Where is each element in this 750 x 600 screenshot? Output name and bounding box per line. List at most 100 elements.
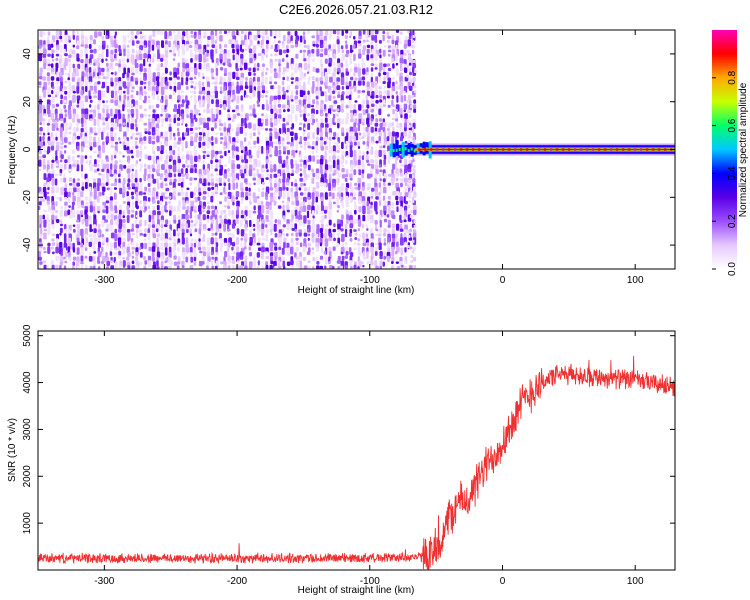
spectrogram-noise-cell [333,67,337,73]
spectrogram-noise-cell [261,191,265,198]
spectrogram-x-tick-label: 0 [500,275,506,286]
spectrogram-noise-cell [80,261,84,265]
spectrogram-noise-cell [98,145,101,152]
spectrogram-noise-cell [257,260,260,266]
spectrogram-noise-cell [358,53,362,59]
spectrogram-noise-cell [403,131,407,137]
spectrogram-noise-cell [404,67,408,73]
spectrogram-noise-cell [71,150,75,154]
spectrogram-noise-cell [59,131,63,139]
spectrogram-noise-cell [105,136,110,144]
spectrogram-noise-cell [110,136,115,142]
spectrogram-noise-cell [46,149,50,155]
spectrogram-noise-cell [261,181,265,185]
spectrogram-noise-cell [114,160,118,165]
spectrogram-noise-cell [336,71,340,75]
spectrogram-noise-cell [198,233,201,239]
spectrogram-noise-cell [350,118,354,123]
spectrogram-noise-cell [257,187,261,192]
spectrogram-noise-cell [202,214,206,221]
spectrogram-noise-cell [72,191,75,196]
spectrogram-band-cell [389,148,392,152]
spectrogram-noise-cell [227,246,230,253]
spectrogram-noise-cell [269,154,273,158]
spectrogram-noise-cell [181,141,184,146]
spectrogram-noise-cell [291,66,294,71]
spectrogram-noise-cell [298,44,302,47]
spectrogram-y-tick-label: 0 [22,146,33,152]
spectrogram-noise-cell [189,45,193,48]
spectrogram-noise-cell [198,90,203,95]
spectrogram-noise-cell [332,95,336,99]
spectrogram-noise-cell [160,62,163,68]
spectrogram-noise-cell [172,58,176,61]
spectrogram-noise-cell [110,108,113,117]
spectrogram-noise-cell [186,34,190,41]
spectrogram-noise-cell [244,123,248,129]
spectrogram-noise-cell [39,31,43,38]
spectrogram-noise-cell [403,233,407,238]
spectrogram-noise-cell [159,81,164,87]
spectrogram-noise-cell [320,122,324,128]
spectrogram-noise-cell [336,182,340,186]
spectrogram-noise-cell [340,265,343,269]
spectrogram-noise-cell [206,117,211,122]
spectrogram-noise-cell [273,141,278,145]
spectrogram-noise-cell [189,177,193,181]
spectrogram-noise-cell [349,86,354,90]
spectrogram-noise-cell [278,260,281,267]
spectrogram-noise-cell [152,151,156,155]
spectrogram-noise-cell [399,91,403,96]
spectrogram-noise-cell [178,242,182,246]
spectrogram-noise-cell [378,108,382,116]
spectrogram-noise-cell [227,196,230,199]
spectrogram-noise-cell [257,177,260,186]
spectrogram-noise-cell [126,168,131,174]
spectrogram-noise-cell [299,71,304,79]
spectrogram-noise-cell [126,77,130,81]
spectrogram-noise-cell [194,72,198,76]
spectrogram-noise-cell [190,53,194,58]
spectrogram-noise-cell [295,141,298,147]
spectrogram-noise-cell [206,103,209,110]
spectrogram-noise-cell [92,200,96,208]
spectrogram-noise-cell [379,219,382,228]
spectrogram-noise-cell [367,123,370,128]
spectrogram-noise-cell [64,224,67,230]
spectrogram-noise-cell [285,205,290,212]
spectrogram-noise-cell [42,260,47,264]
spectrogram-noise-cell [403,265,407,269]
spectrogram-noise-cell [349,173,353,178]
spectrogram-noise-cell [190,58,193,63]
spectrogram-noise-cell [186,164,190,168]
spectrogram-noise-cell [244,31,248,36]
spectrogram-noise-cell [253,132,256,137]
spectrogram-noise-cell [113,35,117,39]
spectrogram-noise-cell [110,260,113,263]
spectrogram-noise-cell [370,233,374,240]
spectrogram-noise-cell [98,44,101,51]
spectrogram-noise-cell [55,49,59,53]
spectrogram-noise-cell [197,196,201,201]
spectrogram-noise-cell [222,62,226,66]
spectrogram-noise-cell [206,40,210,45]
spectrogram-noise-cell [375,233,379,237]
spectrogram-noise-cell [312,140,315,146]
spectrogram-noise-cell [156,118,161,124]
spectrogram-noise-cell [337,58,341,65]
spectrogram-noise-cell [56,243,60,248]
spectrogram-noise-cell [177,131,180,137]
spectrogram-noise-cell [160,155,163,162]
spectrogram-noise-cell [130,123,135,130]
spectrogram-noise-cell [147,95,151,99]
spectrogram-noise-cell [126,86,130,95]
spectrogram-noise-cell [294,209,298,217]
spectrogram-noise-cell [114,264,118,269]
spectrogram-noise-cell [168,242,172,248]
spectrogram-noise-cell [282,186,286,190]
spectrogram-noise-cell [151,246,156,253]
spectrogram-noise-cell [165,81,169,87]
spectrogram-noise-cell [220,67,224,71]
spectrogram-noise-cell [114,247,118,251]
